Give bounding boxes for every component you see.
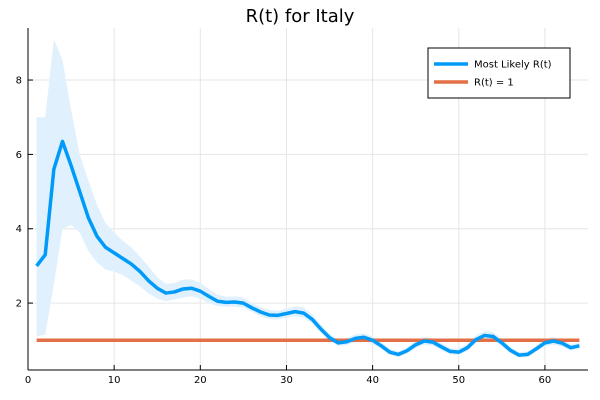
x-tick-label: 0 xyxy=(25,375,31,386)
series-line-0 xyxy=(35,139,580,357)
series-line-layer xyxy=(35,139,580,357)
x-tick-label: 10 xyxy=(108,375,121,386)
x-tick-label: 30 xyxy=(280,375,293,386)
legend-box xyxy=(427,47,571,99)
x-tick-label: 20 xyxy=(194,375,207,386)
y-tick-label: 6 xyxy=(16,150,22,161)
y-tick-label: 2 xyxy=(16,299,22,310)
y-tick-label: 8 xyxy=(16,76,22,87)
legend-label-1: R(t) = 1 xyxy=(474,78,514,89)
y-tick-label: 4 xyxy=(16,224,22,235)
x-tick-label: 60 xyxy=(539,375,552,386)
x-tick-label: 40 xyxy=(366,375,379,386)
chart-title: R(t) for Italy xyxy=(246,6,355,27)
legend-label-0: Most Likely R(t) xyxy=(474,60,552,71)
legend: Most Likely R(t) R(t) = 1 xyxy=(427,47,571,99)
axes: 0 10 20 30 40 50 60 2 4 6 8 xyxy=(16,28,588,386)
x-tick-label: 50 xyxy=(452,375,465,386)
